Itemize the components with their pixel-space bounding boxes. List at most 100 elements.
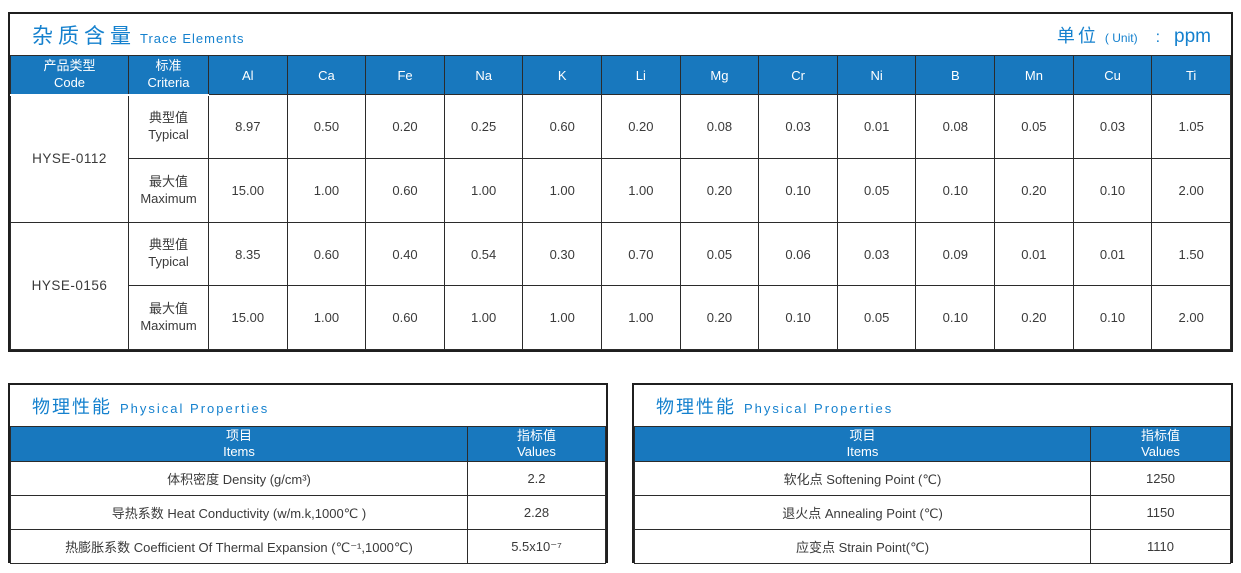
unit-label-en: ( Unit): [1104, 30, 1138, 45]
value-cell: 0.05: [836, 285, 917, 350]
criteria-label-en: Typical: [148, 254, 189, 270]
col-header-element-b: B: [915, 55, 996, 95]
value-cell: 0.60: [365, 158, 445, 223]
value-cell: 0.01: [836, 93, 917, 160]
table-row: 热膨胀系数 Coefficient Of Thermal Expansion (…: [10, 529, 606, 564]
property-value: 5.5x10⁻⁷: [467, 529, 606, 564]
value-cell: 0.01: [994, 221, 1074, 287]
col-header-items-zh: 项目: [849, 427, 876, 443]
property-item: 体积密度 Density (g/cm³): [10, 461, 468, 496]
table-row: 最大值 Maximum 15.00 1.00 0.60 1.00 1.00 1.…: [11, 285, 1231, 350]
value-cell: 0.08: [915, 93, 996, 160]
physical-header-row: 项目 Items 指标值 Values: [10, 426, 606, 462]
physical-properties-section-right: 物理性能 Physical Properties 项目 Items 指标值 Va…: [632, 383, 1233, 564]
col-header-element-mn: Mn: [994, 55, 1074, 95]
table-row: 应变点 Strain Point(℃) 1110: [634, 529, 1231, 564]
value-cell: 0.40: [365, 221, 445, 287]
table-row: HYSE-0156 典型值 Typical 8.35 0.60 0.40 0.5…: [10, 221, 1231, 351]
value-cell: 0.05: [679, 221, 760, 287]
section-title-zh: 物理性能: [32, 396, 112, 417]
section-title: 杂质含量 Trace Elements: [32, 20, 245, 50]
property-item: 热膨胀系数 Coefficient Of Thermal Expansion (…: [10, 529, 468, 564]
value-cell: 15.00: [208, 285, 288, 350]
value-cell: 0.20: [679, 285, 760, 350]
col-header-items: 项目 Items: [634, 426, 1091, 462]
value-cell: 0.06: [758, 221, 838, 287]
property-item: 导热系数 Heat Conductivity (w/m.k,1000℃ ): [10, 495, 468, 530]
physical-properties-table: 项目 Items 指标值 Values 体积密度 Density (g/cm³)…: [10, 426, 606, 564]
value-cell: 0.03: [836, 221, 917, 287]
criteria-label: 典型值 Typical: [128, 221, 209, 287]
value-cell: 0.70: [601, 221, 681, 287]
col-header-values-en: Values: [1141, 444, 1180, 459]
section-title-zh: 杂质含量: [32, 24, 136, 48]
col-header-element-na: Na: [443, 55, 524, 95]
table-row: 软化点 Softening Point (℃) 1250: [634, 461, 1231, 496]
col-header-items-en: Items: [846, 444, 879, 459]
col-header-values-en: Values: [517, 444, 556, 459]
col-header-element-k: K: [522, 55, 603, 95]
value-cell: 0.30: [522, 221, 603, 287]
unit-label-zh: 单位: [1056, 25, 1099, 46]
value-cell: 0.01: [1072, 221, 1153, 287]
value-cell: 2.00: [1151, 158, 1231, 223]
col-header-element-ni: Ni: [836, 55, 917, 95]
value-cell: 0.60: [286, 221, 367, 287]
physical-header-row: 项目 Items 指标值 Values: [634, 426, 1231, 462]
property-value: 2.28: [467, 495, 606, 530]
value-cell: 1.50: [1151, 221, 1231, 287]
property-value: 1110: [1090, 529, 1231, 564]
criteria-label-en: Typical: [148, 126, 189, 142]
col-header-items: 项目 Items: [10, 426, 468, 462]
table-row: HYSE-0112 典型值 Typical 8.97 0.50 0.20 0.2…: [10, 93, 1231, 223]
value-cell: 0.25: [443, 93, 524, 160]
trace-header-row: 产品类型 Code 标准 Criteria Al Ca Fe Na K Li M…: [10, 55, 1231, 96]
value-cell: 15.00: [208, 158, 288, 223]
value-cell: 0.10: [758, 158, 838, 223]
value-cell: 8.35: [208, 221, 288, 287]
value-cell: 0.20: [601, 93, 681, 160]
value-cell: 0.08: [679, 93, 760, 160]
col-header-items-zh: 项目: [225, 427, 252, 443]
criteria-label-zh: 典型值: [148, 237, 188, 253]
table-row: 最大值 Maximum 15.00 1.00 0.60 1.00 1.00 1.…: [11, 158, 1231, 223]
section-title-en: Physical Properties: [120, 400, 270, 416]
col-header-criteria: 标准 Criteria: [128, 55, 209, 96]
table-row: 退火点 Annealing Point (℃) 1150: [634, 495, 1231, 530]
col-header-values: 指标值 Values: [1090, 426, 1231, 462]
value-cell: 1.00: [443, 285, 524, 350]
col-header-criteria-en: Criteria: [147, 74, 190, 90]
value-cell: 1.00: [286, 285, 367, 350]
value-cell: 2.00: [1151, 285, 1231, 350]
criteria-label-en: Maximum: [140, 317, 197, 333]
value-cell: 1.00: [601, 285, 681, 350]
col-header-criteria-zh: 标准: [155, 57, 182, 73]
unit-value: ppm: [1174, 25, 1211, 47]
physical-title-bar: 物理性能 Physical Properties: [634, 385, 1231, 426]
value-cell: 0.10: [915, 285, 996, 350]
criteria-label-zh: 最大值: [148, 300, 188, 316]
section-title: 物理性能 Physical Properties: [656, 393, 893, 419]
value-cell: 0.03: [758, 93, 838, 160]
property-value: 2.2: [467, 461, 606, 496]
value-cell: 0.54: [443, 221, 524, 287]
criteria-label-zh: 最大值: [148, 173, 188, 189]
value-cell: 0.05: [836, 158, 917, 223]
property-item: 应变点 Strain Point(℃): [634, 529, 1091, 564]
unit-separator: :: [1155, 28, 1161, 46]
criteria-label: 典型值 Typical: [128, 93, 209, 160]
col-header-element-fe: Fe: [365, 55, 445, 95]
value-cell: 0.10: [1072, 285, 1153, 350]
value-cell: 1.00: [286, 158, 367, 223]
col-header-element-mg: Mg: [679, 55, 760, 95]
section-title: 物理性能 Physical Properties: [32, 393, 269, 419]
table-row: 体积密度 Density (g/cm³) 2.2: [10, 461, 606, 496]
property-value: 1150: [1090, 495, 1231, 530]
col-header-element-li: Li: [601, 55, 681, 95]
col-header-code-zh: 产品类型: [43, 57, 96, 73]
value-cell: 1.00: [522, 285, 603, 350]
table-row: 导热系数 Heat Conductivity (w/m.k,1000℃ ) 2.…: [10, 495, 606, 530]
col-header-element-cu: Cu: [1072, 55, 1153, 95]
value-cell: 1.00: [601, 158, 681, 223]
value-cell: 0.05: [994, 93, 1074, 160]
